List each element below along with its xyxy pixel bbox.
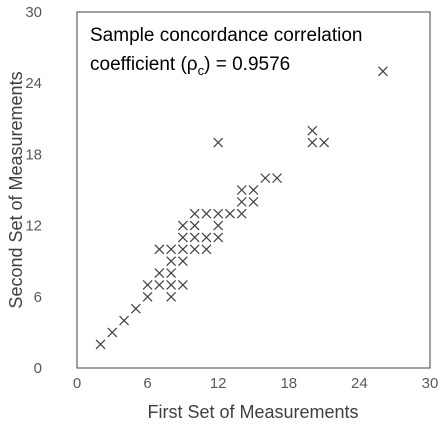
data-point (177, 256, 188, 267)
x-tick-label: 24 (351, 375, 368, 392)
data-point (130, 303, 141, 314)
y-tick-label: 6 (34, 289, 42, 306)
data-point (95, 339, 106, 350)
y-tick-label: 18 (25, 146, 42, 163)
data-point (189, 232, 200, 243)
annotation-subscript: c (198, 63, 205, 78)
data-point (236, 185, 247, 195)
annotation: Sample concordance correlation coefficie… (90, 25, 363, 78)
data-point (154, 280, 165, 290)
data-point (272, 173, 282, 184)
data-point (378, 66, 388, 77)
x-tick-label: 12 (210, 375, 227, 392)
x-tick-label: 6 (143, 375, 151, 392)
data-point (166, 244, 177, 255)
y-tick-label: 12 (25, 218, 42, 235)
data-point (201, 232, 212, 243)
data-point (166, 280, 177, 290)
data-point (154, 244, 165, 255)
data-point (236, 208, 247, 219)
data-point (177, 232, 188, 243)
data-point (166, 256, 177, 267)
data-point (142, 280, 153, 290)
data-point (142, 291, 153, 302)
data-point (213, 220, 224, 231)
data-point (189, 220, 200, 231)
data-point (260, 173, 271, 184)
data-point (225, 208, 235, 219)
data-points (95, 66, 388, 350)
data-point (201, 244, 212, 255)
data-point (189, 208, 200, 219)
data-point (248, 185, 259, 195)
data-point (119, 315, 129, 326)
data-point (189, 244, 200, 255)
data-point (213, 208, 224, 219)
data-point (154, 268, 165, 278)
data-point (307, 137, 318, 148)
data-point (201, 208, 212, 219)
y-axis-label: Second Set of Measurements (6, 71, 26, 308)
y-axis-ticks: 0 6 12 18 24 30 (25, 4, 42, 377)
data-point (177, 244, 188, 255)
plot-area-frame (76, 11, 431, 369)
annotation-line-2: coefficient (ρc) = 0.9576 (90, 54, 290, 78)
x-axis-ticks: 0 6 12 18 24 30 (73, 375, 439, 392)
x-axis-label: First Set of Measurements (147, 402, 358, 422)
data-point (213, 232, 224, 243)
data-point (236, 196, 247, 207)
annotation-line-1: Sample concordance correlation (90, 25, 363, 46)
data-point (107, 327, 118, 338)
x-tick-label: 30 (422, 375, 439, 392)
y-tick-label: 0 (34, 360, 42, 377)
data-point (248, 196, 259, 207)
x-tick-label: 0 (73, 375, 81, 392)
data-point (177, 220, 188, 231)
data-point (213, 137, 224, 148)
y-tick-label: 30 (25, 4, 42, 21)
data-point (319, 137, 330, 148)
x-tick-label: 18 (280, 375, 297, 392)
data-point (166, 268, 177, 278)
data-point (177, 280, 188, 290)
data-point (166, 291, 177, 302)
annotation-line-2-prefix: coefficient (ρ (90, 54, 198, 75)
annotation-line-2-suffix: ) = 0.9576 (204, 54, 290, 75)
y-tick-label: 24 (25, 75, 42, 92)
data-point (307, 125, 318, 136)
